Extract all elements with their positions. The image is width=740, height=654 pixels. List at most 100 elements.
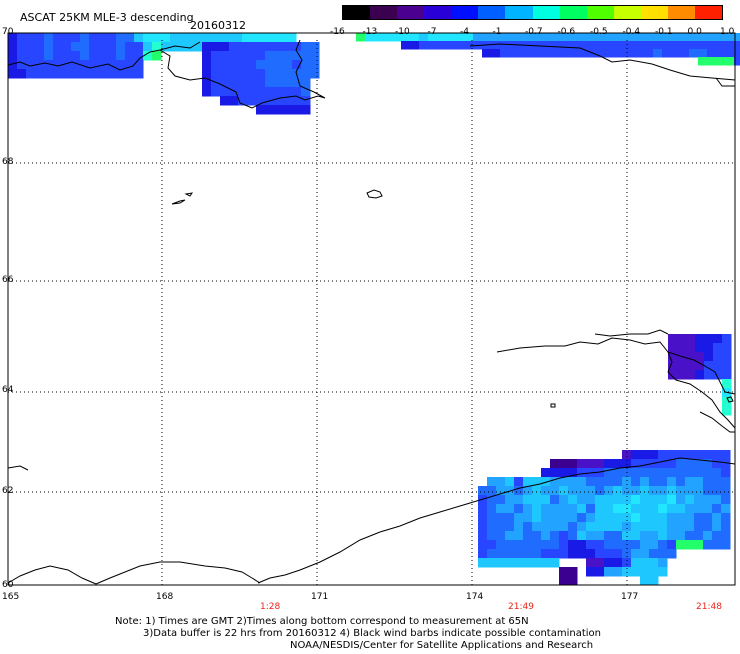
swath-cell	[301, 96, 311, 106]
swath-cell	[310, 60, 320, 70]
swath-cell	[721, 468, 731, 478]
swath-cell	[653, 41, 663, 50]
swath-cell	[496, 549, 506, 559]
swath-cell	[278, 33, 288, 43]
swath-cell	[392, 33, 402, 42]
swath-cell	[532, 513, 542, 523]
swath-cell	[473, 33, 483, 42]
swath-cell	[734, 41, 740, 50]
swath-cell	[238, 96, 248, 106]
swath-cell	[505, 495, 515, 505]
swath-cell	[44, 51, 54, 61]
swath-cell	[8, 60, 18, 70]
swath-cell	[649, 468, 659, 478]
colorbar-tick-label: -0.7	[525, 27, 543, 37]
swath-cell	[532, 540, 542, 550]
swath-cell	[635, 41, 645, 50]
swath-cell	[274, 96, 284, 106]
swath-cell	[527, 33, 537, 42]
swath-cell	[734, 57, 740, 66]
swath-cell	[229, 69, 239, 79]
swath-cell	[238, 69, 248, 79]
swath-cell	[722, 397, 732, 407]
swath-cell	[658, 459, 668, 469]
swath-cell	[505, 522, 515, 532]
swath-cell	[586, 459, 596, 469]
swath-cell	[617, 33, 627, 42]
swath-cell	[220, 78, 230, 88]
swath-cell	[310, 69, 320, 79]
swath-cell	[265, 51, 275, 61]
swath-cell	[98, 33, 108, 43]
swath-cell	[667, 468, 677, 478]
swath-cell	[536, 49, 546, 58]
swath-cell	[676, 504, 686, 514]
swath-cell	[550, 468, 560, 478]
swath-cell	[667, 504, 677, 514]
swath-cell	[631, 567, 641, 577]
swath-cell	[550, 522, 560, 532]
swath-cell	[604, 522, 614, 532]
swath-cell	[599, 49, 609, 58]
swath-cell	[622, 495, 632, 505]
swath-cell	[523, 531, 533, 541]
swath-cell	[635, 33, 645, 42]
swath-cell	[658, 468, 668, 478]
swath-cell	[640, 513, 650, 523]
swath-cell	[446, 33, 456, 42]
swath-cell	[125, 51, 135, 61]
swath-cell	[143, 33, 153, 43]
swath-cell	[125, 42, 135, 52]
swath-cell	[680, 33, 690, 42]
swath-cell	[686, 361, 696, 371]
swath-cell	[668, 361, 678, 371]
swath-cell	[179, 33, 189, 43]
swath-cell	[505, 504, 515, 514]
swath-cell	[283, 42, 293, 52]
colorbar-swatch	[397, 6, 425, 19]
swath-cell	[292, 105, 302, 115]
colorbar-tick-label: -0.5	[590, 27, 608, 37]
swath-cell	[622, 450, 632, 460]
swath-cell	[631, 558, 641, 568]
swath-cell	[283, 60, 293, 70]
swath-cell	[680, 49, 690, 58]
swath-cell	[251, 33, 261, 43]
swath-cell	[658, 477, 668, 487]
swath-cell	[712, 504, 722, 514]
swath-cell	[604, 558, 614, 568]
swath-cell	[487, 558, 497, 568]
swath-cell	[617, 41, 627, 50]
swath-cell	[722, 406, 732, 416]
swath-cell	[541, 477, 551, 487]
swath-cell	[613, 558, 623, 568]
swath-cell	[640, 567, 650, 577]
swath-cell	[464, 41, 474, 50]
swath-cell	[274, 105, 284, 115]
swath-cell	[71, 51, 81, 61]
swath-cell	[292, 60, 302, 70]
swath-cell	[274, 87, 284, 97]
swath-cell	[581, 41, 591, 50]
swath-cell	[703, 504, 713, 514]
swath-cell	[238, 87, 248, 97]
swath-cell	[563, 41, 573, 50]
swath-cell	[242, 33, 252, 43]
swath-cell	[658, 513, 668, 523]
swath-cell	[116, 51, 126, 61]
swath-cell	[653, 33, 663, 42]
swath-cell	[71, 42, 81, 52]
swath-cell	[550, 495, 560, 505]
swath-cell	[301, 60, 311, 70]
colorbar-labels: -16 -13 -10 -7 -4 -1 -0.7 -0.6 -0.5 -0.4 -0.1 0.0 1.…	[330, 27, 734, 39]
swath-cell	[89, 60, 99, 70]
swath-cell	[631, 459, 641, 469]
swath-cell	[703, 531, 713, 541]
swath-cell	[649, 558, 659, 568]
swath-cell	[572, 41, 582, 50]
swath-cell	[676, 468, 686, 478]
time-label-2: 21:49	[508, 602, 534, 612]
swath-cell	[523, 540, 533, 550]
swath-cell	[383, 33, 393, 42]
swath-cell	[595, 468, 605, 478]
